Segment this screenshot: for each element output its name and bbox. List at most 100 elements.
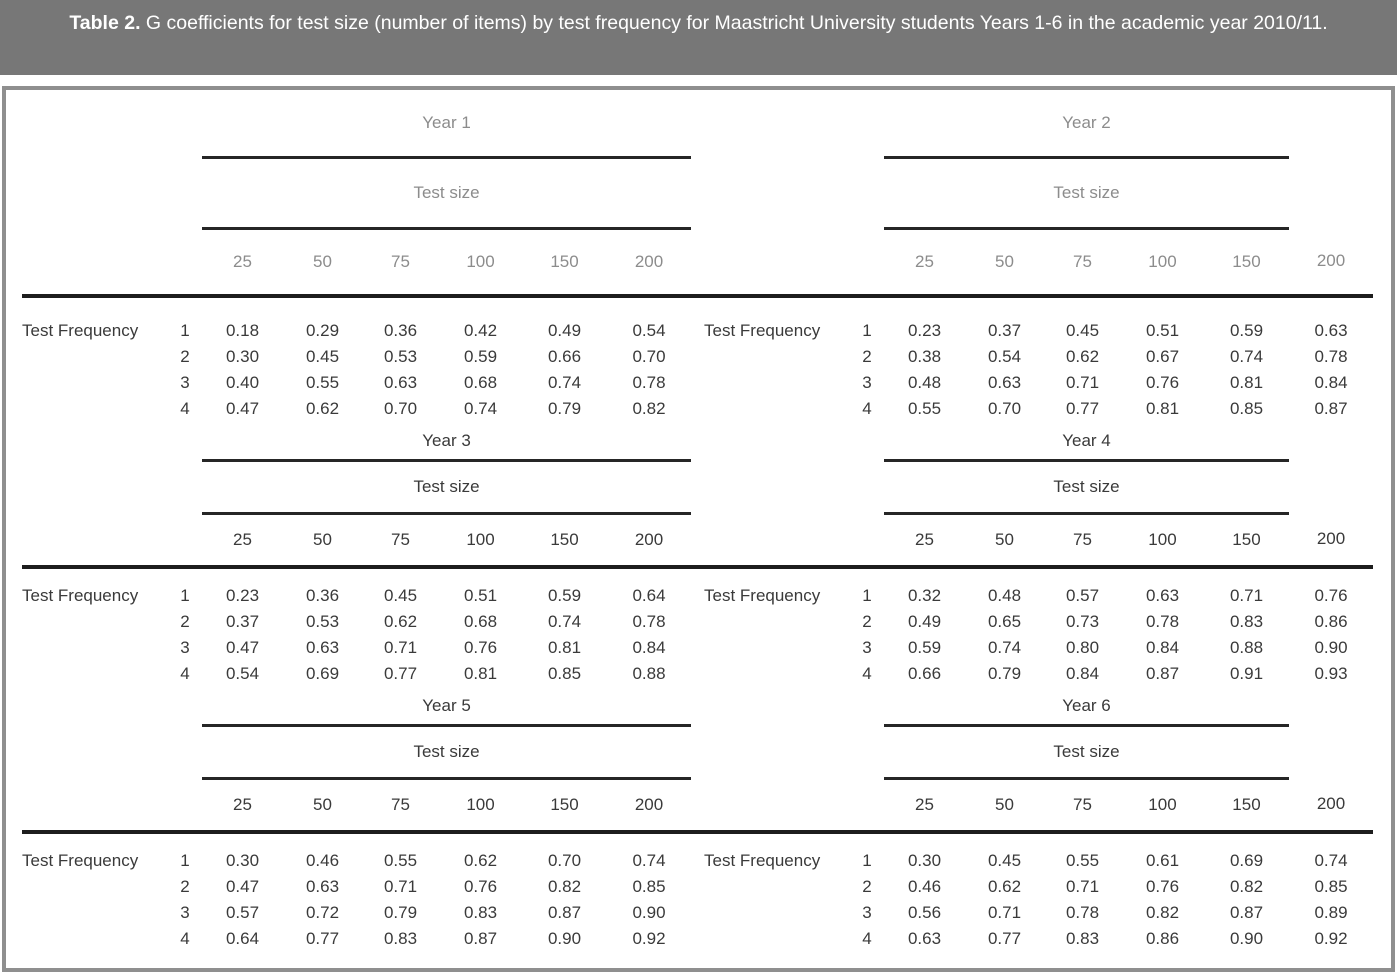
year-6-col-header-25: 25 bbox=[915, 795, 934, 814]
year-3-col-header-50: 50 bbox=[313, 530, 332, 549]
col-header-outside-rule bbox=[1289, 687, 1373, 726]
table-row: 3 0.57 0.72 0.79 0.83 0.87 0.90 bbox=[22, 900, 691, 926]
table-row: Test Frequency 1 0.23 0.36 0.45 0.51 0.59 0.64 bbox=[22, 583, 691, 609]
col-header-outside-rule bbox=[1289, 90, 1373, 158]
year-2-title: Year 2 bbox=[883, 90, 1289, 159]
year-4-col-header-200: 200 bbox=[1316, 529, 1346, 549]
g-year6-freq3-size25: 0.56 bbox=[907, 903, 942, 922]
g-year2-freq3-size200: 0.84 bbox=[1314, 373, 1348, 392]
g-year1-freq2-size50: 0.45 bbox=[305, 347, 340, 366]
table-row: 3 0.40 0.55 0.63 0.68 0.74 0.78 bbox=[22, 370, 691, 396]
table-row: 4 0.63 0.77 0.83 0.86 0.90 0.92 bbox=[704, 926, 1373, 952]
year-5-col-header-100: 100 bbox=[466, 795, 495, 814]
year-5-col-header-25: 25 bbox=[233, 795, 252, 814]
g-year4-freq1-size150: 0.71 bbox=[1229, 586, 1264, 605]
g-year6-freq4-size50: 0.77 bbox=[987, 929, 1022, 948]
g-year3-freq2-size150: 0.74 bbox=[547, 612, 582, 631]
g-year1-freq2-size100: 0.59 bbox=[463, 347, 498, 366]
data-row-years-1-2: Test Frequency 1 0.18 0.29 0.36 0.42 0.49 0.54 2… bbox=[22, 298, 1373, 422]
g-year1-freq2-size200: 0.70 bbox=[632, 347, 666, 366]
row-label-empty bbox=[22, 635, 168, 661]
g-year4-freq1-size200: 0.76 bbox=[1314, 586, 1348, 605]
g-year2-freq2-size75: 0.62 bbox=[1065, 347, 1100, 366]
year-4-frequency-4: 4 bbox=[862, 664, 872, 683]
year-3-col-header-100: 100 bbox=[466, 530, 495, 549]
table-row: 3 0.47 0.63 0.71 0.76 0.81 0.84 bbox=[22, 635, 691, 661]
row-label-empty bbox=[22, 926, 168, 952]
table-row: 4 0.47 0.62 0.70 0.74 0.79 0.82 bbox=[22, 396, 691, 422]
year-5-test-size-label: Test size bbox=[202, 725, 692, 780]
g-year5-freq4-size25: 0.64 bbox=[225, 929, 260, 948]
year-4-col-header-100: 100 bbox=[1148, 530, 1177, 549]
row-label-empty bbox=[22, 609, 168, 635]
g-year4-freq3-size75: 0.80 bbox=[1065, 638, 1100, 657]
header-row-years-3-4: Year 3 Test size 25 50 75 100 150 200 Year 4 Test… bbox=[22, 422, 1373, 565]
g-year6-freq2-size100: 0.76 bbox=[1145, 877, 1180, 896]
year-6-header-table: Year 6 Test size 25 50 75 100 150 200 bbox=[704, 687, 1373, 830]
year-2-col-header-100: 100 bbox=[1148, 252, 1177, 271]
year-2-col-header-25: 25 bbox=[915, 252, 934, 271]
data-row-years-3-4: Test Frequency 1 0.23 0.36 0.45 0.51 0.59 0.64 2… bbox=[22, 569, 1373, 687]
g-year1-freq3-size100: 0.68 bbox=[463, 373, 498, 392]
year-1-col-header-150: 150 bbox=[550, 252, 579, 271]
g-year4-freq3-size25: 0.59 bbox=[907, 638, 942, 657]
g-year2-freq1-size200: 0.63 bbox=[1314, 321, 1348, 340]
year-4-col-header-25: 25 bbox=[915, 530, 934, 549]
table-row: 3 0.56 0.71 0.78 0.82 0.87 0.89 bbox=[704, 900, 1373, 926]
g-year3-freq1-size150: 0.59 bbox=[547, 586, 582, 605]
g-year1-freq1-size50: 0.29 bbox=[305, 321, 340, 340]
test-frequency-label: Test Frequency bbox=[22, 321, 139, 340]
g-year1-freq4-size75: 0.70 bbox=[383, 399, 418, 418]
year-3-col-header-200: 200 bbox=[634, 530, 664, 549]
test-frequency-label: Test Frequency bbox=[22, 851, 139, 870]
g-year5-freq3-size50: 0.72 bbox=[305, 903, 340, 922]
g-year6-freq1-size150: 0.69 bbox=[1229, 851, 1264, 870]
year-5-frequency-2: 2 bbox=[180, 877, 190, 896]
year-section-3-4: Year 3 Test size 25 50 75 100 150 200 Year 4 Test… bbox=[22, 422, 1373, 687]
year-3-col-header-150: 150 bbox=[550, 530, 579, 549]
g-year6-freq1-size75: 0.55 bbox=[1065, 851, 1100, 870]
year-3-data-table: Test Frequency 1 0.23 0.36 0.45 0.51 0.59 0.64 2… bbox=[22, 583, 691, 687]
year-2-frequency-3: 3 bbox=[862, 373, 872, 392]
row-label-empty bbox=[22, 900, 168, 926]
year-1-col-header-50: 50 bbox=[313, 252, 332, 271]
table-row: Test Frequency 1 0.30 0.45 0.55 0.61 0.69 0.74 bbox=[704, 848, 1373, 874]
row-label-empty bbox=[22, 874, 168, 900]
table-row: 4 0.54 0.69 0.77 0.81 0.85 0.88 bbox=[22, 661, 691, 687]
year-4-col-header-75: 75 bbox=[1073, 530, 1092, 549]
year-5-col-header-200: 200 bbox=[634, 795, 664, 814]
g-year3-freq4-size150: 0.85 bbox=[547, 664, 582, 683]
g-year6-freq1-size50: 0.45 bbox=[987, 851, 1022, 870]
table-row: 2 0.46 0.62 0.71 0.76 0.82 0.85 bbox=[704, 874, 1373, 900]
g-year4-freq4-size75: 0.84 bbox=[1065, 664, 1100, 683]
g-year5-freq1-size100: 0.62 bbox=[463, 851, 498, 870]
g-year2-freq4-size150: 0.85 bbox=[1229, 399, 1264, 418]
g-year5-freq1-size75: 0.55 bbox=[383, 851, 418, 870]
row-label-empty bbox=[704, 635, 850, 661]
g-year5-freq3-size150: 0.87 bbox=[547, 903, 582, 922]
year-1-col-header-200: 200 bbox=[634, 252, 664, 271]
row-label-empty bbox=[22, 370, 168, 396]
year-5-col-header-150: 150 bbox=[550, 795, 579, 814]
g-year1-freq3-size200: 0.78 bbox=[632, 373, 666, 392]
g-year2-freq4-size75: 0.77 bbox=[1065, 399, 1100, 418]
year-3-header-table: Year 3 Test size 25 50 75 100 150 200 bbox=[22, 422, 692, 565]
year-5-data-table: Test Frequency 1 0.30 0.46 0.55 0.62 0.70 0.74 2… bbox=[22, 848, 691, 952]
year-1-frequency-1: 1 bbox=[180, 321, 190, 340]
g-year2-freq1-size100: 0.51 bbox=[1145, 321, 1180, 340]
row-label-empty bbox=[704, 370, 850, 396]
g-year6-freq4-size25: 0.63 bbox=[907, 929, 942, 948]
year-6-col-header-100: 100 bbox=[1148, 795, 1177, 814]
g-year5-freq1-size150: 0.70 bbox=[547, 851, 582, 870]
g-year4-freq3-size200: 0.90 bbox=[1314, 638, 1348, 657]
g-year5-freq2-size200: 0.85 bbox=[632, 877, 666, 896]
g-year1-freq1-size25: 0.18 bbox=[225, 321, 260, 340]
g-year6-freq1-size200: 0.74 bbox=[1314, 851, 1348, 870]
caption-text: G coefficients for test size (number of … bbox=[145, 12, 1328, 34]
table-caption: Table 2. G coefficients for test size (n… bbox=[0, 0, 1397, 75]
g-year3-freq1-size75: 0.45 bbox=[383, 586, 418, 605]
year-3-frequency-3: 3 bbox=[180, 638, 190, 657]
g-year2-freq1-size25: 0.23 bbox=[907, 321, 942, 340]
g-year4-freq2-size75: 0.73 bbox=[1065, 612, 1100, 631]
g-year3-freq2-size100: 0.68 bbox=[463, 612, 498, 631]
